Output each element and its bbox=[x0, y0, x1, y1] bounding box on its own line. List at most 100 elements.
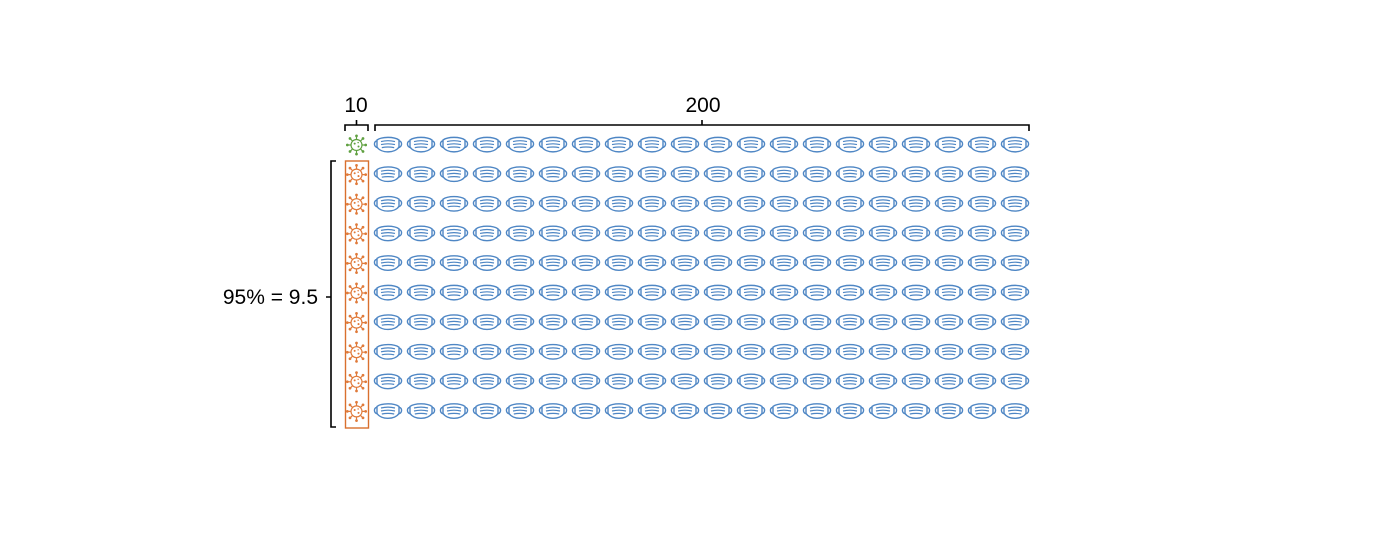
face-mask-icon bbox=[373, 166, 403, 183]
face-mask-icon bbox=[538, 255, 568, 271]
face-mask-icon bbox=[703, 136, 733, 153]
face-mask-icon bbox=[505, 373, 535, 390]
face-mask-icon bbox=[670, 373, 700, 390]
face-mask-icon bbox=[868, 284, 898, 301]
face-mask-icon bbox=[373, 403, 403, 419]
face-mask-icon bbox=[835, 166, 865, 183]
face-mask-icon bbox=[769, 314, 799, 331]
face-mask-icon bbox=[472, 314, 502, 331]
face-mask-icon bbox=[670, 403, 700, 419]
face-mask-icon bbox=[934, 343, 964, 360]
face-mask-icon bbox=[472, 166, 502, 183]
face-mask-icon bbox=[670, 284, 700, 301]
face-mask-icon bbox=[670, 195, 700, 212]
face-mask-icon bbox=[736, 255, 766, 271]
face-mask-icon bbox=[373, 314, 403, 331]
virus-icon-infected bbox=[345, 282, 368, 304]
face-mask-icon bbox=[835, 225, 865, 242]
face-mask-icon bbox=[901, 255, 931, 271]
face-mask-icon bbox=[967, 166, 997, 183]
face-mask-icon bbox=[901, 343, 931, 360]
face-mask-icon bbox=[967, 403, 997, 419]
face-mask-icon bbox=[802, 314, 832, 331]
face-mask-icon bbox=[703, 284, 733, 301]
face-mask-icon bbox=[637, 314, 667, 331]
face-mask-icon bbox=[1000, 403, 1030, 419]
face-mask-icon bbox=[637, 225, 667, 242]
face-mask-icon bbox=[604, 195, 634, 212]
face-mask-icon bbox=[868, 136, 898, 153]
face-mask-icon bbox=[736, 314, 766, 331]
face-mask-icon bbox=[406, 225, 436, 242]
highlight-box bbox=[344, 160, 370, 429]
face-mask-icon bbox=[472, 255, 502, 271]
face-mask-icon bbox=[802, 403, 832, 419]
virus-icon-infected bbox=[345, 222, 368, 245]
face-mask-icon bbox=[802, 284, 832, 301]
face-mask-icon bbox=[901, 373, 931, 390]
face-mask-icon bbox=[901, 403, 931, 419]
face-mask-icon bbox=[1000, 225, 1030, 242]
face-mask-icon bbox=[637, 136, 667, 153]
face-mask-icon bbox=[769, 166, 799, 183]
face-mask-icon bbox=[736, 403, 766, 419]
face-mask-icon bbox=[406, 343, 436, 360]
face-mask-icon bbox=[637, 403, 667, 419]
face-mask-icon bbox=[802, 195, 832, 212]
face-mask-icon bbox=[571, 195, 601, 212]
face-mask-icon bbox=[670, 314, 700, 331]
face-mask-icon bbox=[604, 255, 634, 271]
face-mask-icon bbox=[934, 255, 964, 271]
face-mask-icon bbox=[901, 166, 931, 183]
face-mask-icon bbox=[1000, 343, 1030, 360]
face-mask-icon bbox=[703, 314, 733, 331]
face-mask-icon bbox=[571, 373, 601, 390]
face-mask-icon bbox=[934, 373, 964, 390]
face-mask-icon bbox=[571, 403, 601, 419]
face-mask-icon bbox=[472, 373, 502, 390]
face-mask-icon bbox=[637, 166, 667, 183]
face-mask-icon bbox=[769, 284, 799, 301]
face-mask-icon bbox=[736, 195, 766, 212]
face-mask-icon bbox=[835, 255, 865, 271]
face-mask-icon bbox=[505, 255, 535, 271]
face-mask-icon bbox=[604, 136, 634, 153]
infected-count-label: 10 bbox=[344, 94, 367, 117]
face-mask-icon bbox=[472, 225, 502, 242]
face-mask-icon bbox=[703, 373, 733, 390]
face-mask-icon bbox=[769, 136, 799, 153]
face-mask-icon bbox=[868, 255, 898, 271]
face-mask-icon bbox=[439, 403, 469, 419]
face-mask-icon bbox=[505, 314, 535, 331]
face-mask-icon bbox=[439, 136, 469, 153]
mask-count-bracket bbox=[374, 120, 1030, 131]
face-mask-icon bbox=[505, 403, 535, 419]
face-mask-icon bbox=[538, 136, 568, 153]
face-mask-icon bbox=[373, 225, 403, 242]
face-mask-icon bbox=[769, 343, 799, 360]
virus-icon-infected bbox=[345, 163, 368, 186]
face-mask-icon bbox=[802, 136, 832, 153]
face-mask-icon bbox=[571, 136, 601, 153]
face-mask-icon bbox=[967, 195, 997, 212]
face-mask-icon bbox=[670, 343, 700, 360]
face-mask-icon bbox=[934, 284, 964, 301]
face-mask-icon bbox=[604, 403, 634, 419]
face-mask-icon bbox=[670, 166, 700, 183]
face-mask-icon bbox=[1000, 373, 1030, 390]
face-mask-icon bbox=[472, 403, 502, 419]
face-mask-icon bbox=[571, 314, 601, 331]
face-mask-icon bbox=[736, 166, 766, 183]
face-mask-icon bbox=[703, 343, 733, 360]
face-mask-icon bbox=[406, 314, 436, 331]
face-mask-icon bbox=[769, 373, 799, 390]
face-mask-icon bbox=[538, 166, 568, 183]
face-mask-icon bbox=[802, 225, 832, 242]
mask-grid bbox=[373, 136, 1030, 419]
face-mask-icon bbox=[835, 284, 865, 301]
face-mask-icon bbox=[505, 166, 535, 183]
face-mask-icon bbox=[604, 225, 634, 242]
face-mask-icon bbox=[967, 343, 997, 360]
face-mask-icon bbox=[1000, 255, 1030, 271]
